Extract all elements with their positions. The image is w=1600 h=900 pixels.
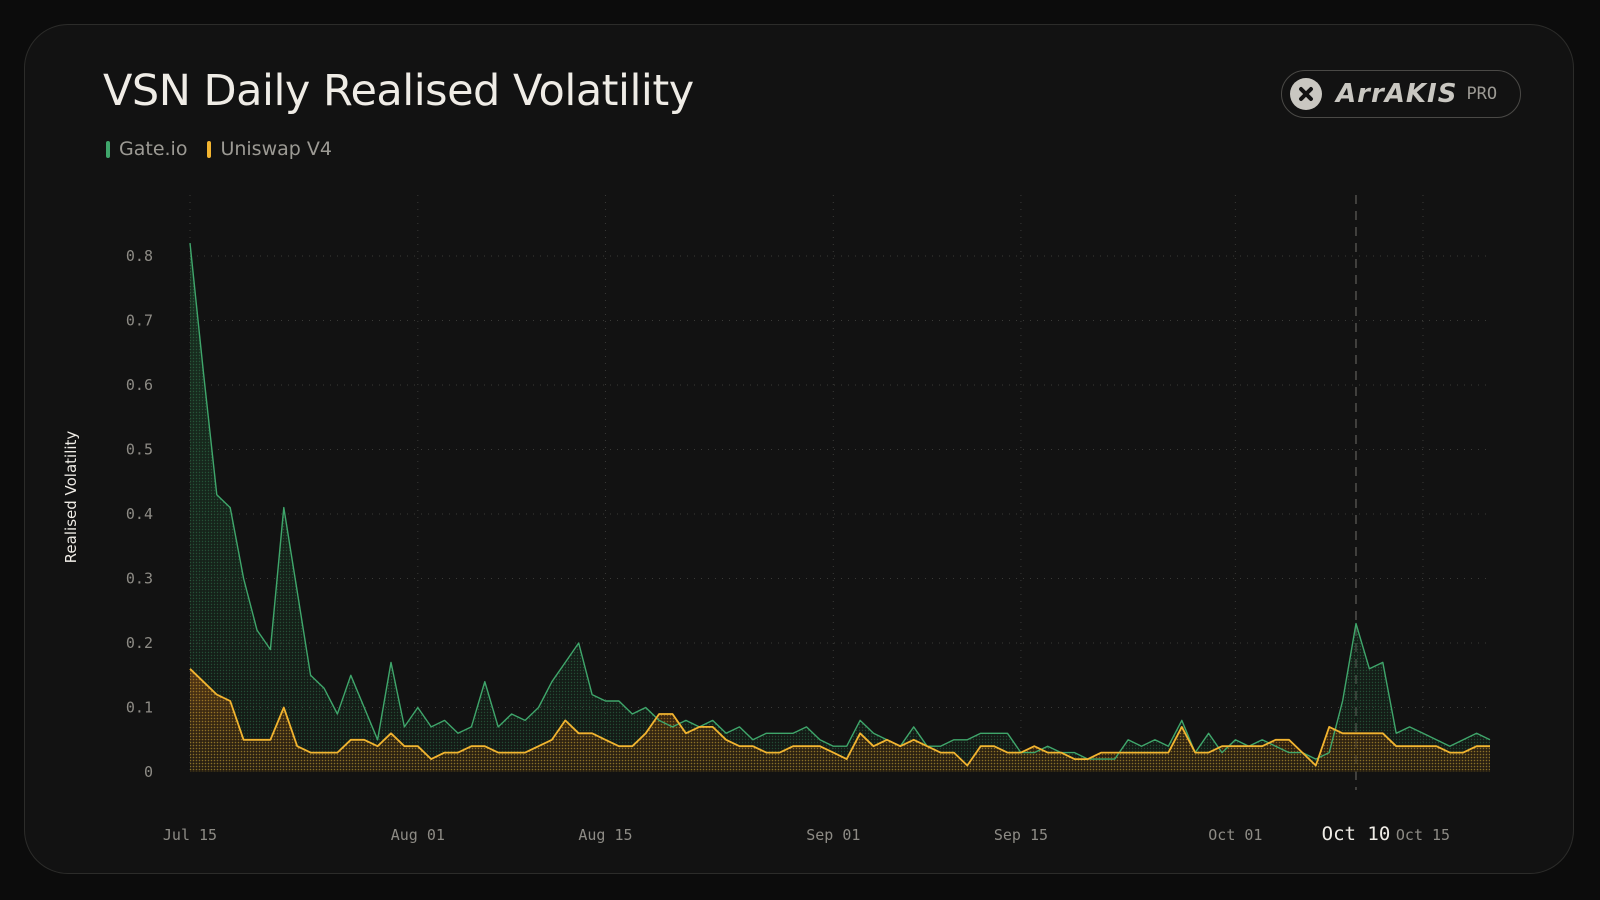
y-tick-label: 0.4	[126, 505, 153, 523]
chart-lines	[189, 243, 1491, 767]
area-gate-io	[190, 243, 1490, 773]
y-tick-label: 0.3	[126, 570, 153, 588]
legend-item-gate-io[interactable]: Gate.io	[106, 138, 187, 160]
x-tick-label: Sep 01	[806, 826, 860, 844]
chart-areas	[190, 243, 1490, 773]
legend-swatch-uniswap-v4	[207, 140, 212, 158]
area-dots-uniswap-v4	[190, 668, 1490, 772]
chart-title: VSN Daily Realised Volatility	[103, 66, 694, 116]
legend-label-uniswap-v4: Uniswap V4	[220, 138, 332, 160]
area-dots-gate-io	[190, 243, 1490, 773]
brand-tier: PRO	[1466, 84, 1498, 104]
y-tick-label: 0.8	[126, 247, 153, 265]
x-tick-label: Oct 01	[1208, 826, 1262, 844]
legend-label-gate-io: Gate.io	[119, 138, 188, 160]
x-tick-label: Aug 15	[578, 826, 632, 844]
x-tick-label: Oct 15	[1396, 826, 1450, 844]
y-tick-label: 0.1	[126, 699, 153, 717]
legend-item-uniswap-v4[interactable]: Uniswap V4	[207, 138, 332, 160]
y-tick-label: 0.6	[126, 376, 153, 394]
series-line-gate-io	[189, 243, 1491, 760]
y-axis-ticks: 0 0.1 0.2 0.3 0.4 0.5 0.6 0.7 0.8	[126, 247, 153, 781]
x-tick-label: Oct 10	[1322, 823, 1391, 845]
brand-name: ArrAKIS	[1336, 79, 1458, 109]
x-tick-label: Aug 01	[391, 826, 445, 844]
series-line-uniswap-v4	[189, 668, 1490, 767]
arrakis-x-icon	[1290, 78, 1322, 110]
legend-swatch-gate-io	[106, 140, 110, 158]
y-tick-label: 0.2	[126, 634, 153, 652]
y-tick-label: 0.7	[126, 312, 153, 330]
brand-badge[interactable]: ArrAKIS PRO	[1281, 70, 1521, 118]
chart-legend: Gate.io Uniswap V4	[106, 138, 352, 160]
y-tick-label: 0	[144, 763, 153, 781]
x-tick-label: Jul 15	[163, 826, 217, 844]
x-axis-ticks: Jul 15 Aug 01 Aug 15 Sep 01 Sep 15 Oct 01 Oct …	[163, 823, 1450, 845]
y-tick-label: 0.5	[126, 441, 153, 459]
x-tick-label: Sep 15	[994, 826, 1048, 844]
